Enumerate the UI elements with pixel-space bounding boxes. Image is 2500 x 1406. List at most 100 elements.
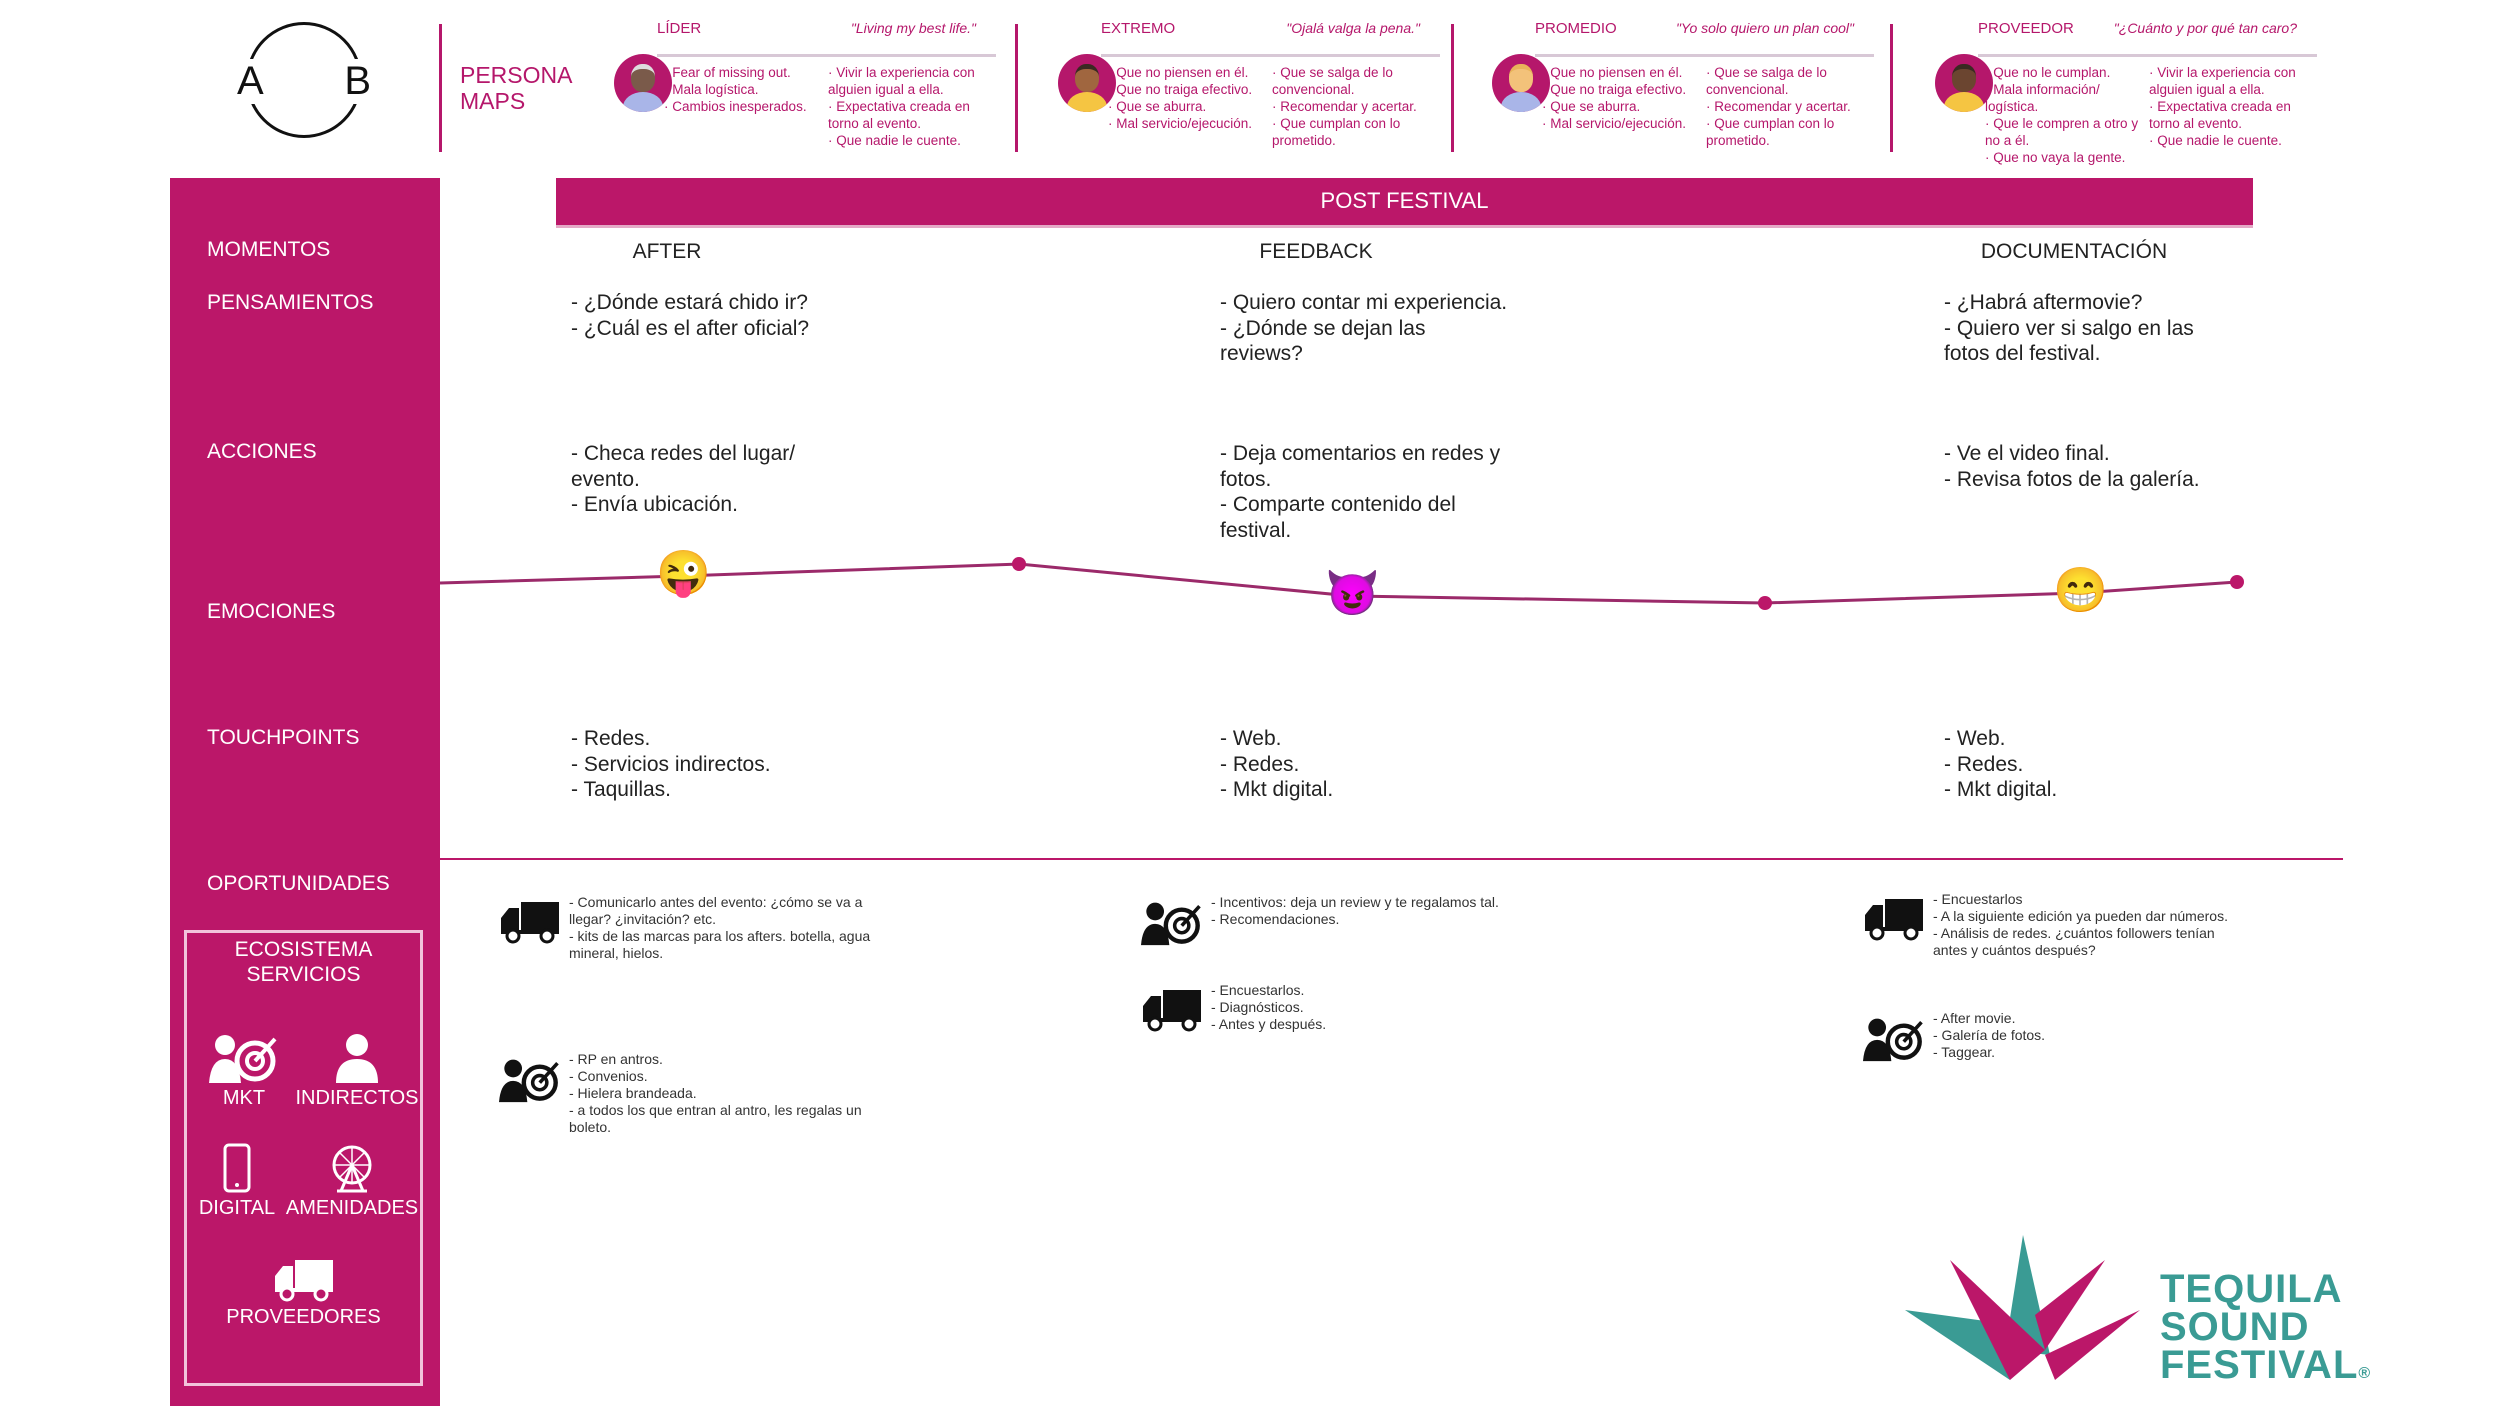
marketing-target-icon — [1863, 1016, 1925, 1066]
oportunidad-text: - Incentivos: deja un review y te regala… — [1211, 894, 1499, 927]
emotion-point — [1758, 596, 1772, 610]
truck-icon — [274, 1260, 333, 1302]
persona-card: PROVEEDOR "¿Cuánto y por qué tan caro? ·… — [1935, 20, 2389, 170]
moment-header: AFTER — [632, 240, 702, 263]
brand-line: SOUND — [2160, 1305, 2310, 1349]
marketing-target-icon — [1863, 1018, 1923, 1062]
acciones-cell: - Ve el video final. - Revisa fotos de l… — [1944, 442, 2200, 491]
ecosystem-item-indirectos: INDIRECTOS — [292, 1033, 422, 1110]
persona-name: EXTREMO — [1101, 20, 1176, 37]
sidebar — [170, 178, 440, 1406]
persona-avatar — [1935, 54, 1993, 112]
persona-need: · Vivir la experiencia con alguien igual… — [828, 65, 975, 97]
marketing-target-icon — [1141, 902, 1201, 946]
persona-quote: "Ojalá valga la pena." — [1286, 20, 1420, 36]
persona-avatar — [614, 54, 672, 112]
persona-pain: · Fear of missing out. — [664, 65, 791, 80]
moment-header: FEEDBACK — [1259, 240, 1373, 263]
row-label-acciones: ACCIONES — [207, 440, 317, 463]
marketing-target-icon — [1141, 900, 1203, 950]
smartphone-icon — [223, 1143, 251, 1193]
persona-quote: "¿Cuánto y por qué tan caro? — [2113, 20, 2297, 36]
emotion-emoji: 😜 — [656, 549, 711, 598]
persona-need: · Vivir la experiencia con alguien igual… — [2149, 65, 2296, 97]
persona-need: · Recomendar y acertar. — [1706, 99, 1851, 114]
oportunidades-divider — [440, 858, 2343, 860]
ecosystem-item-amenidades: AMENIDADES — [282, 1143, 422, 1220]
persona-card: LÍDER "Living my best life." · Fear of m… — [614, 20, 1068, 170]
emotion-emoji: 😈 — [1325, 569, 1380, 618]
persona-need: · Que cumplan con lo prometido. — [1706, 116, 1835, 148]
divider — [1890, 24, 1893, 152]
persona-name: PROVEEDOR — [1978, 20, 2074, 37]
truck-icon — [1863, 897, 1925, 947]
oportunidad-text: - Comunicarlo antes del evento: ¿cómo se… — [569, 894, 871, 961]
pensamientos-cell: - ¿Dónde estará chido ir? - ¿Cuál es el … — [571, 291, 810, 340]
acciones-cell: - Checa redes del lugar/ evento. - Envía… — [571, 442, 796, 517]
divider — [439, 24, 442, 152]
persona-pain: · Que no piensen en él. — [1542, 65, 1683, 80]
truck-icon — [1141, 988, 1203, 1038]
brand-line: FESTIVAL® — [2160, 1343, 2372, 1387]
row-label-touchpoints: TOUCHPOINTS — [207, 726, 360, 749]
ecosystem-label: PROVEEDORES — [226, 1306, 381, 1328]
ecosystem-title: ECOSISTEMA SERVICIOS — [234, 938, 373, 986]
oportunidad-text: - RP en antros. - Convenios. - Hielera b… — [569, 1051, 862, 1135]
ecosystem-item-proveedores: PROVEEDORES — [187, 1258, 420, 1329]
row-label-oportunidades: OPORTUNIDADES — [207, 872, 390, 895]
marketing-target-icon — [499, 1057, 561, 1107]
moment-header: DOCUMENTACIÓN — [1980, 240, 2168, 263]
touchpoints-cell: - Web. - Redes. - Mkt digital. — [1944, 727, 2058, 802]
oportunidad-text: - Encuestarlos - A la siguiente edición … — [1933, 891, 2228, 958]
truck-icon — [1143, 990, 1201, 1032]
persona-avatar — [1492, 54, 1550, 112]
emotion-point — [1012, 557, 1026, 571]
ecosystem-label: DIGITAL — [198, 1197, 276, 1219]
pensamientos-cell: - Quiero contar mi experiencia. - ¿Dónde… — [1220, 291, 1508, 366]
stage-banner: POST FESTIVAL — [556, 178, 2253, 228]
persona-pain: · Que le compren a otro y no a él. — [1985, 116, 2139, 148]
emotion-emoji: 😁 — [2053, 566, 2108, 615]
persona-divider — [1978, 54, 2317, 57]
persona-need: · Recomendar y acertar. — [1272, 99, 1417, 114]
persona-pain: · Que no le cumplan. — [1985, 65, 2111, 80]
persona-divider — [657, 54, 996, 57]
divider — [1451, 24, 1454, 152]
row-label-momentos: MOMENTOS — [207, 238, 331, 261]
persona-need: · Expectativa creada en torno al evento. — [828, 99, 970, 131]
ferris-wheel-icon — [332, 1145, 372, 1193]
acciones-cell: - Deja comentarios en redes y fotos. - C… — [1220, 442, 1501, 542]
tequila-sound-festival-agave-logo — [1905, 1235, 2140, 1380]
ecosystem-item-digital: DIGITAL — [187, 1143, 287, 1220]
persona-pain: · Que no traiga efectivo. — [1108, 82, 1253, 97]
person-icon — [336, 1034, 378, 1083]
truck-icon — [501, 902, 559, 944]
persona-divider — [1101, 54, 1440, 57]
persona-need: · Que nadie le cuente. — [2149, 133, 2282, 148]
persona-quote: "Yo solo quiero un plan cool" — [1675, 20, 1854, 36]
persona-card: PROMEDIO "Yo solo quiero un plan cool" ·… — [1492, 20, 1946, 170]
oportunidad-text: - After movie. - Galería de fotos. - Tag… — [1933, 1010, 2046, 1060]
persona-need: · Que se salga de lo convencional. — [1272, 65, 1393, 97]
oportunidad-text: - Encuestarlos. - Diagnósticos. - Antes … — [1211, 982, 1327, 1032]
divider — [1015, 24, 1018, 152]
persona-pain: · Cambios inesperados. — [664, 99, 807, 114]
persona-need: · Que cumplan con lo prometido. — [1272, 116, 1401, 148]
marketing-target-icon — [499, 1059, 559, 1103]
persona-pain: · Que se aburra. — [1542, 99, 1641, 114]
ab-logo: A B — [235, 22, 373, 138]
persona-pain: · Que no piensen en él. — [1108, 65, 1249, 80]
persona-pain: · Mal servicio/ejecución. — [1542, 116, 1687, 131]
persona-pain: · Mal servicio/ejecución. — [1108, 116, 1253, 131]
emotion-point — [2230, 575, 2244, 589]
persona-need: · Que se salga de lo convencional. — [1706, 65, 1827, 97]
persona-avatar — [1058, 54, 1116, 112]
pensamientos-cell: - ¿Habrá aftermovie? - Quiero ver si sal… — [1944, 291, 2194, 366]
persona-maps-title: PERSONA MAPS — [460, 62, 572, 114]
persona-need: · Que nadie le cuente. — [828, 133, 961, 148]
persona-pain: · Que no traiga efectivo. — [1542, 82, 1687, 97]
touchpoints-cell: - Redes. - Servicios indirectos. - Taqui… — [571, 727, 771, 802]
persona-pain: · Mala información/ logística. — [1985, 82, 2100, 114]
ecosystem-label: INDIRECTOS — [295, 1087, 419, 1109]
persona-divider — [1535, 54, 1874, 57]
